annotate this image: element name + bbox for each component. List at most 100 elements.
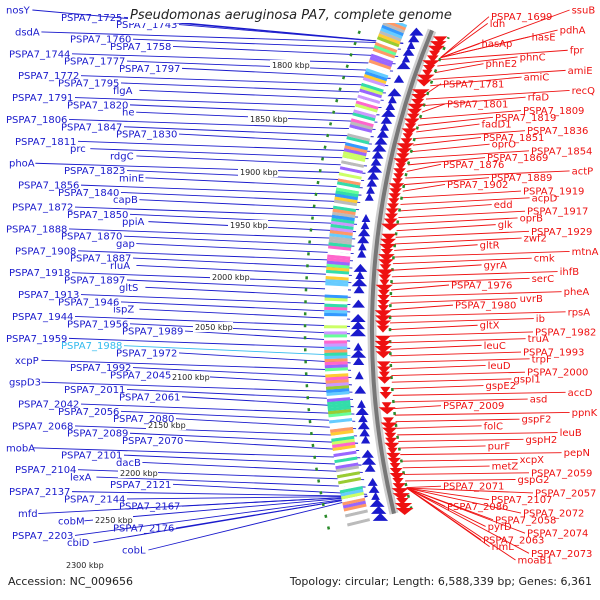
gene-label-reverse[interactable]: gspI1 (514, 374, 541, 385)
gene-label-reverse[interactable]: hasE (532, 32, 556, 43)
gene-label-forward[interactable]: PSPA7_1988 (61, 341, 122, 352)
gene-label-reverse[interactable]: leuB (560, 428, 582, 439)
gene-label-reverse[interactable]: PSPA7_2057 (535, 488, 596, 499)
gene-label-forward[interactable]: mfd (18, 509, 38, 520)
gene-label-forward[interactable]: PSPA7_1830 (116, 130, 177, 141)
gene-label-forward[interactable]: PSPA7_2104 (15, 465, 76, 476)
gene-label-forward[interactable]: rdgC (110, 151, 134, 162)
gene-label-forward[interactable]: cbiD (67, 538, 90, 549)
gene-label-reverse[interactable]: PSPA7_2000 (527, 368, 588, 379)
gene-label-reverse[interactable]: rfaD (528, 93, 550, 104)
gene-label-forward[interactable]: PSPA7_2137 (9, 487, 70, 498)
gene-label-forward[interactable]: PSPA7_1744 (9, 49, 70, 60)
gene-label-reverse[interactable]: pdhA (560, 26, 586, 37)
gene-label-forward[interactable]: PSPA7_1840 (58, 188, 119, 199)
gene-label-forward[interactable]: gap (116, 239, 135, 250)
gene-label-reverse[interactable]: PSPA7_1836 (527, 126, 588, 137)
gene-label-reverse[interactable]: PSPA7_1917 (527, 207, 588, 218)
gene-label-forward[interactable]: PSPA7_1797 (119, 64, 180, 75)
gene-label-forward[interactable]: PSPA7_1956 (67, 319, 128, 330)
gene-label-reverse[interactable]: moaB1 (518, 556, 553, 567)
gene-label-reverse[interactable]: amiC (524, 73, 550, 84)
gene-label-forward[interactable]: PSPA7_2061 (119, 392, 180, 403)
gene-label-reverse[interactable]: PSPA7_2009 (443, 401, 504, 412)
gene-label-reverse[interactable]: PSPA7_2086 (447, 502, 508, 513)
gene-label-reverse[interactable]: PSPA7_2058 (495, 515, 556, 526)
gene-label-forward[interactable]: PSPA7_1806 (6, 115, 67, 126)
gene-label-forward[interactable]: PSPA7_1811 (15, 137, 76, 148)
gene-label-reverse[interactable]: rlmL (492, 542, 515, 553)
gene-label-forward[interactable]: prc (70, 144, 86, 155)
gene-label-forward[interactable]: PSPA7_1989 (122, 327, 183, 338)
gene-label-forward[interactable]: cobM (58, 516, 85, 527)
gene-label-forward[interactable]: PSPA7_1888 (6, 224, 67, 235)
gene-label-forward[interactable]: PSPA7_2121 (110, 480, 171, 491)
gene-label-reverse[interactable]: glk (498, 220, 513, 231)
gene-label-forward[interactable]: dsdA (15, 27, 40, 38)
gene-label-forward[interactable]: ispZ (113, 305, 134, 316)
gene-label-reverse[interactable]: folC (484, 421, 503, 432)
gene-label-reverse[interactable]: serC (532, 274, 554, 285)
gene-label-reverse[interactable]: PSPA7_1801 (447, 99, 508, 110)
gene-label-forward[interactable]: PSPA7_1777 (64, 57, 125, 68)
gene-label-forward[interactable]: PSPA7_2176 (113, 524, 174, 535)
gene-label-forward[interactable]: PSPA7_1760 (70, 35, 131, 46)
gene-label-forward[interactable]: PSPA7_2042 (18, 400, 79, 411)
gene-label-forward[interactable]: nosY (6, 6, 31, 17)
gene-label-reverse[interactable]: asd (530, 395, 548, 406)
gene-label-reverse[interactable]: rpsA (568, 307, 591, 318)
gene-label-forward[interactable]: phoA (9, 159, 35, 170)
gene-label-forward[interactable]: PSPA7_1913 (18, 290, 79, 301)
gene-label-forward[interactable]: minE (119, 173, 144, 184)
gene-label-forward[interactable]: PSPA7_1820 (67, 100, 128, 111)
gene-label-reverse[interactable]: PSPA7_1902 (447, 180, 508, 191)
gene-label-reverse[interactable]: truA (528, 334, 549, 345)
gene-label-reverse[interactable]: phnE2 (486, 59, 518, 70)
gene-label-forward[interactable]: he (122, 108, 135, 119)
gene-label-forward[interactable]: PSPA7_1791 (12, 93, 73, 104)
gene-label-forward[interactable]: dacB (116, 458, 141, 469)
gene-label-reverse[interactable]: accD (568, 388, 593, 399)
gene-label-reverse[interactable]: actP (572, 166, 594, 177)
gene-label-reverse[interactable]: uvrB (520, 294, 543, 305)
gene-label-reverse[interactable]: leuC (484, 341, 506, 352)
gene-label-reverse[interactable]: PSPA7_2059 (531, 468, 592, 479)
gene-label-forward[interactable]: PSPA7_1856 (18, 181, 79, 192)
gene-label-reverse[interactable]: gyrA (484, 260, 507, 271)
gene-label-reverse[interactable]: hasAp (482, 39, 513, 50)
gene-label-reverse[interactable]: gltR (480, 240, 500, 251)
gene-label-reverse[interactable]: PSPA7_1781 (443, 79, 504, 90)
gene-label-forward[interactable]: PSPA7_1908 (15, 246, 76, 257)
gene-label-forward[interactable]: PSPA7_2070 (122, 436, 183, 447)
gene-label-reverse[interactable]: PSPA7_2074 (527, 529, 588, 540)
gene-label-reverse[interactable]: PSPA7_1851 (483, 133, 544, 144)
gene-label-reverse[interactable]: purF (488, 441, 511, 452)
gene-label-reverse[interactable]: PSPA7_2071 (443, 482, 504, 493)
gene-label-reverse[interactable]: PSPA7_1993 (523, 348, 584, 359)
gene-label-reverse[interactable]: PSPA7_1699 (491, 12, 552, 23)
gene-label-reverse[interactable]: PSPA7_1869 (487, 153, 548, 164)
gene-label-reverse[interactable]: PSPA7_2072 (523, 509, 584, 520)
gene-label-forward[interactable]: PSPA7_1897 (64, 276, 125, 287)
gene-label-reverse[interactable]: zwf2 (524, 234, 547, 245)
gene-label-reverse[interactable]: acpD (532, 193, 558, 204)
gene-label-forward[interactable]: PSPA7_2089 (67, 429, 128, 440)
gene-label-forward[interactable]: PSPA7_1946 (58, 297, 119, 308)
gene-label-forward[interactable]: flgA (113, 86, 133, 97)
gene-label-reverse[interactable]: gspG2 (518, 475, 550, 486)
gene-label-reverse[interactable]: leuD (488, 361, 511, 372)
gene-label-forward[interactable]: ppiA (122, 217, 144, 228)
gene-label-reverse[interactable]: trpF (532, 354, 552, 365)
gene-label-forward[interactable]: PSPA7_2101 (61, 451, 122, 462)
gene-label-reverse[interactable]: fadD1 (482, 120, 512, 131)
gene-label-forward[interactable]: PSPA7_2144 (64, 494, 125, 505)
gene-label-reverse[interactable]: recQ (572, 86, 596, 97)
gene-label-forward[interactable]: PSPA7_1823 (64, 166, 125, 177)
gene-label-forward[interactable]: capB (113, 195, 138, 206)
gene-label-reverse[interactable]: PSPA7_1819 (495, 113, 556, 124)
gene-label-forward[interactable]: PSPA7_1918 (9, 268, 70, 279)
gene-label-forward[interactable]: PSPA7_1959 (6, 334, 67, 345)
gene-label-forward[interactable]: PSPA7_1944 (12, 312, 73, 323)
gene-label-forward[interactable]: PSPA7_2056 (58, 407, 119, 418)
gene-label-forward[interactable]: PSPA7_2203 (12, 531, 73, 542)
